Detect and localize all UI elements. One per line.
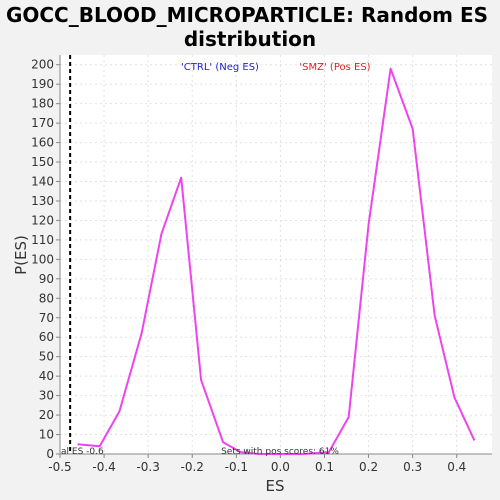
y-tick-label-2: 20	[39, 408, 54, 422]
y-tick-label-0: 0	[46, 447, 54, 461]
y-tick-label-6: 60	[39, 330, 54, 344]
grid-lines	[59, 55, 492, 455]
chart-title-line1: GOCC_BLOOD_MICROPARTICLE: Random ES	[6, 3, 488, 27]
y-tick-label-14: 140	[31, 175, 54, 189]
x-tick-label-5: 0.0	[271, 460, 290, 474]
x-tick-label-9: 0.4	[447, 460, 466, 474]
chart-title-line2: distribution	[184, 27, 316, 51]
x-ticks: -0.5 -0.4 -0.3 -0.2 -0.1 0.0 0.1 0.2 0.3 0.4	[48, 454, 466, 474]
y-tick-label-4: 40	[39, 369, 54, 383]
y-tick-label-9: 90	[39, 272, 54, 286]
legend-smz: 'SMZ' (Pos ES)	[299, 62, 370, 73]
plot-area	[60, 55, 492, 454]
annotation-pos-scores: Sets with pos scores: 61%	[221, 447, 339, 457]
y-tick-label-20: 200	[31, 58, 54, 72]
y-tick-label-13: 130	[31, 194, 54, 208]
x-tick-label-2: -0.3	[136, 460, 159, 474]
x-tick-label-8: 0.3	[403, 460, 422, 474]
series-group	[77, 67, 476, 455]
y-tick-label-18: 180	[31, 97, 54, 111]
y-ticks: 0 10 20 30 40 50 60 70 80 90 100 110 120 130 140 150 160…	[31, 58, 60, 461]
x-tick-label-7: 0.2	[359, 460, 378, 474]
y-tick-label-17: 170	[31, 116, 54, 130]
y-tick-label-8: 80	[39, 291, 54, 305]
x-tick-label-4: -0.1	[225, 460, 248, 474]
y-tick-label-16: 160	[31, 136, 54, 150]
x-tick-label-0: -0.5	[48, 460, 71, 474]
annotation-actual-es: al ES -0.6	[61, 447, 104, 457]
x-axis-label: ES	[266, 477, 285, 495]
x-tick-label-6: 0.1	[315, 460, 334, 474]
y-tick-label-1: 10	[39, 428, 54, 442]
y-tick-label-3: 30	[39, 389, 54, 403]
y-tick-label-11: 110	[31, 233, 54, 247]
y-tick-label-5: 50	[39, 350, 54, 364]
y-axis-label: P(ES)	[12, 235, 30, 275]
x-tick-label-3: -0.2	[181, 460, 204, 474]
y-tick-label-7: 70	[39, 311, 54, 325]
y-tick-label-12: 120	[31, 213, 54, 227]
y-tick-label-15: 150	[31, 155, 54, 169]
series-line-0	[77, 67, 476, 455]
x-tick-label-1: -0.4	[92, 460, 115, 474]
y-tick-label-10: 100	[31, 252, 54, 266]
y-tick-label-19: 190	[31, 77, 54, 91]
legend-ctrl: 'CTRL' (Neg ES)	[181, 62, 259, 73]
